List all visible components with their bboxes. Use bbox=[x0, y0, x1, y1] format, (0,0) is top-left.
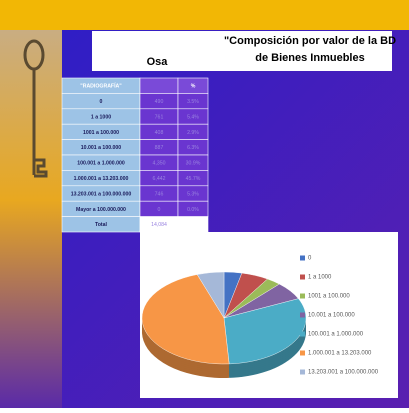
table-cell bbox=[139, 77, 179, 94]
cell-text: 0 bbox=[158, 207, 161, 213]
cell-text: 45.7% bbox=[186, 176, 201, 182]
cell-text: 3.5% bbox=[187, 99, 199, 105]
key-image bbox=[23, 39, 48, 178]
side-band bbox=[0, 30, 62, 408]
legend-swatch bbox=[300, 255, 305, 261]
legend-swatch bbox=[300, 274, 305, 280]
cell-text: Total bbox=[95, 222, 108, 228]
legend-label: 1.000.001 a 13.203.000 bbox=[308, 351, 372, 357]
table: "RADIOGRAFÍA" % 0 490 3.5% 1 a 1000 761 5.4% 100… bbox=[61, 77, 209, 233]
cell-text: 761 bbox=[155, 114, 164, 120]
slice bbox=[141, 274, 230, 365]
title-line: de Bienes Inmuebles bbox=[255, 52, 364, 64]
cell-text: 746 bbox=[155, 191, 164, 197]
cell-text: 14,084 bbox=[151, 222, 167, 228]
legend-swatch bbox=[300, 350, 305, 356]
cell-text: 2.9% bbox=[187, 130, 199, 136]
cell-text: 490 bbox=[155, 99, 164, 105]
legend-swatch bbox=[300, 369, 305, 375]
legend-swatch bbox=[300, 293, 305, 299]
legend-label: 1 a 1000 bbox=[308, 275, 332, 281]
cell-text: 0 bbox=[100, 99, 103, 105]
title-left: Osa bbox=[147, 56, 169, 68]
cell-text: 10.001 a 100.000 bbox=[81, 145, 122, 151]
legend-label: 10.001 a 100.000 bbox=[308, 313, 355, 319]
cell-text: 5.3% bbox=[187, 191, 199, 197]
cell-text: 100.001 a 1.000.000 bbox=[77, 161, 125, 167]
legend-label: 13.203.001 a 100.000.000 bbox=[308, 370, 379, 376]
legend-label: 1001 a 100.000 bbox=[308, 294, 350, 300]
cell-text: 887 bbox=[155, 145, 164, 151]
cell-text: 5.4% bbox=[187, 114, 199, 120]
cell-text: 1001 a 100.000 bbox=[83, 130, 119, 136]
top-band bbox=[0, 0, 409, 30]
cell-text: 1.000.001 a 13.203.000 bbox=[74, 176, 129, 182]
cell-text: 1 a 1000 bbox=[91, 114, 111, 120]
cell-text: Mayor a 100.000.000 bbox=[76, 207, 126, 213]
title-line: "Composición por valor de la BD bbox=[224, 35, 396, 47]
cell-text: 4,350 bbox=[153, 161, 166, 167]
table-cell bbox=[177, 216, 209, 233]
cell-text: % bbox=[191, 84, 196, 90]
cell-text: 0.0% bbox=[187, 207, 199, 213]
slice bbox=[196, 271, 225, 319]
cell-text: "RADIOGRAFÍA" bbox=[80, 82, 122, 90]
legend-label: 0 bbox=[308, 256, 312, 262]
title-box bbox=[92, 31, 392, 71]
slice bbox=[223, 298, 307, 365]
legend-label: 100.001 a 1.000.000 bbox=[308, 332, 364, 338]
cell-text: 13.203.001 a 100.000.000 bbox=[71, 191, 132, 197]
legend-swatch bbox=[300, 312, 305, 318]
pie-chart: 0 1 a 1000 1001 a 100.000 10.001 a 100.000 1… bbox=[141, 255, 379, 379]
legend-swatch bbox=[300, 331, 305, 337]
cell-text: 6.3% bbox=[187, 145, 199, 151]
cell-text: 408 bbox=[155, 130, 164, 136]
cell-text: 6,442 bbox=[153, 176, 166, 182]
cell-text: 30.9% bbox=[186, 161, 201, 167]
